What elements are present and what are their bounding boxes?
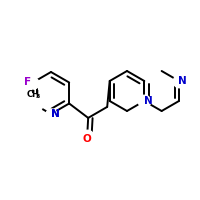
Text: CH: CH bbox=[27, 90, 40, 99]
Text: N: N bbox=[51, 109, 60, 119]
Text: O: O bbox=[83, 134, 92, 144]
Text: 3: 3 bbox=[36, 94, 40, 99]
Text: F: F bbox=[24, 77, 31, 87]
Text: N: N bbox=[144, 96, 152, 106]
Text: N: N bbox=[178, 76, 187, 86]
Text: N: N bbox=[51, 109, 60, 119]
